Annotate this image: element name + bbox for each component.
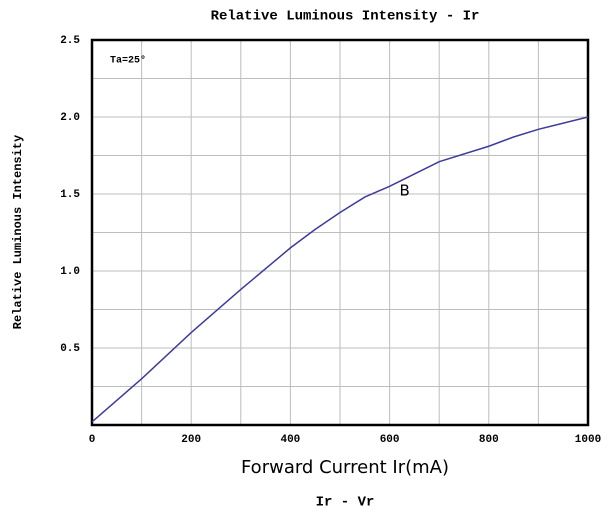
y-tick-label: 0.5 [60,343,80,355]
x-tick-label: 400 [280,434,300,446]
chart-subtitle: Ir - Vr [316,495,375,511]
x-axis-label: Forward Current Ir(mA) [241,457,449,478]
x-tick-label: 200 [181,434,201,446]
series-label: B [400,181,410,199]
x-tick-label: 0 [89,434,96,446]
y-tick-label: 2.0 [60,112,80,124]
line [91,116,589,423]
x-tick-label: 1000 [575,434,601,446]
y-tick-label: 1.0 [60,266,80,278]
y-tick-label: 2.5 [60,35,80,47]
annotation: Ta=25° [110,55,146,67]
y-tick-label: 1.5 [60,189,80,201]
x-tick-label: 600 [380,434,400,446]
x-tick-label: 800 [479,434,499,446]
chart-title: Relative Luminous Intensity - Ir [211,9,480,25]
plot-frame [90,38,590,427]
y-axis-label: Relative Luminous Intensity [11,135,25,329]
